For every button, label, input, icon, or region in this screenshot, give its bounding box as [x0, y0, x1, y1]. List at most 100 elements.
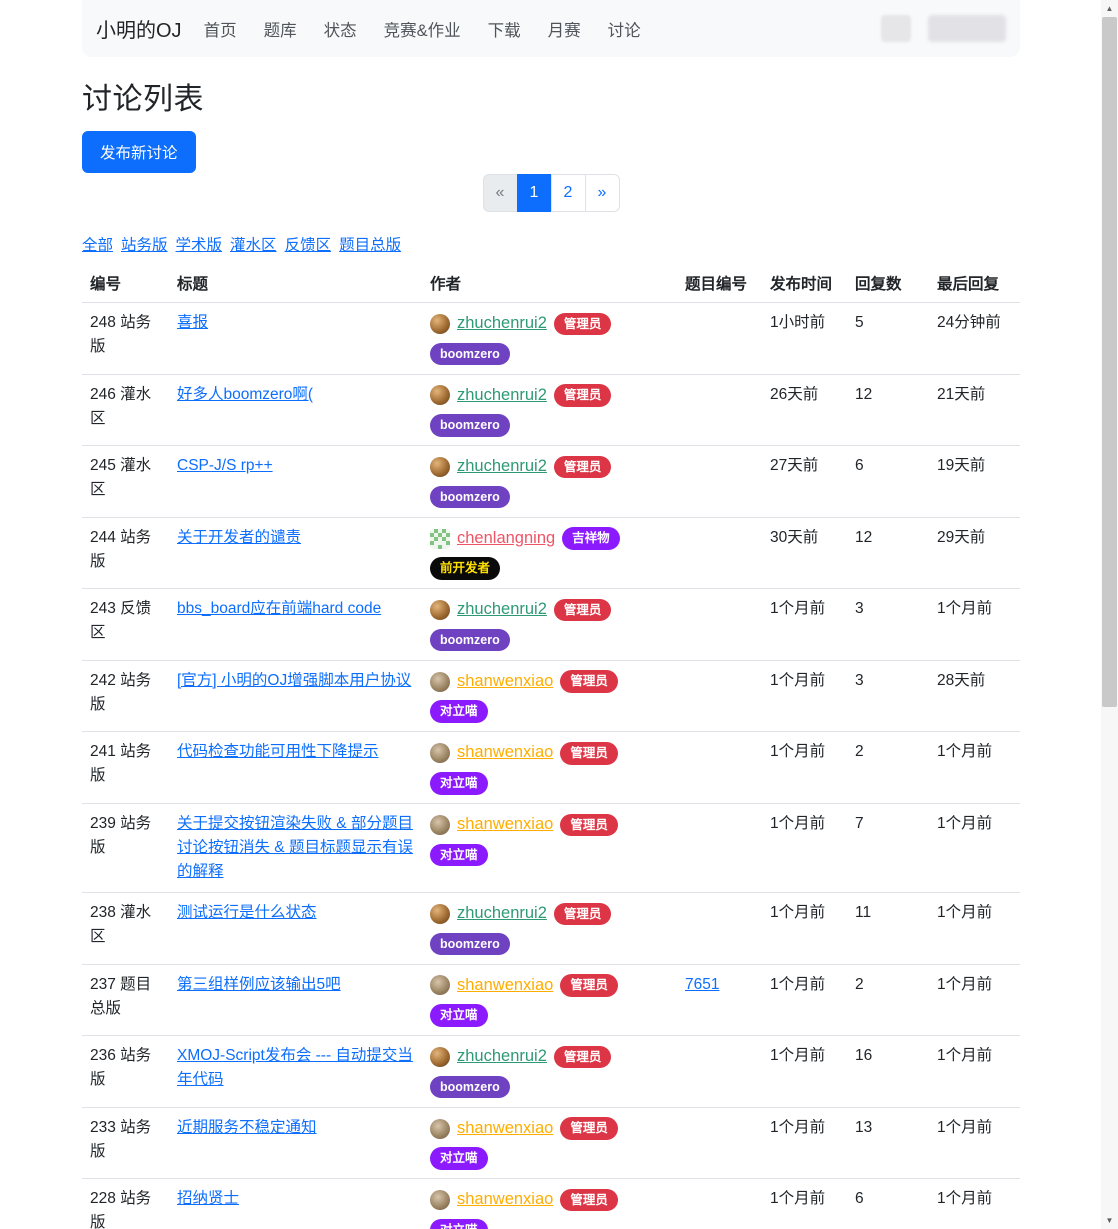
board-filter-link[interactable]: 题目总版: [339, 237, 402, 254]
board-filter-link[interactable]: 灌水区: [230, 237, 277, 254]
role-badge: 管理员: [560, 670, 618, 693]
author-link[interactable]: zhuchenrui2: [457, 314, 547, 332]
nav-item[interactable]: 首页: [203, 21, 237, 40]
cell-id-board: 233 站务版: [82, 1107, 169, 1180]
cell-author: zhuchenrui2 管理员 boomzero: [422, 588, 677, 661]
tag-line: 对立喵: [430, 1218, 669, 1229]
tag-badge: 前开发者: [430, 557, 501, 580]
tag-line: 对立喵: [430, 771, 669, 795]
problem-link[interactable]: 7651: [685, 975, 720, 993]
author-line: zhuchenrui2 管理员: [430, 311, 669, 337]
discussion-title-link[interactable]: [官方] 小明的OJ增强脚本用户协议: [177, 671, 412, 689]
user-avatar: [430, 1047, 450, 1068]
tag-badge: boomzero: [430, 485, 510, 509]
new-discussion-button[interactable]: 发布新讨论: [82, 131, 196, 173]
board-filter-link[interactable]: 学术版: [175, 237, 223, 254]
cell-title: 好多人boomzero啊(: [169, 374, 422, 447]
discussion-title-link[interactable]: 喜报: [177, 314, 209, 331]
discussion-title-link[interactable]: XMOJ-Script发布会 --- 自动提交当年代码: [177, 1047, 413, 1089]
role-badge: 管理员: [553, 312, 612, 336]
tag-line: 前开发者: [430, 556, 669, 580]
nav-item[interactable]: 讨论: [607, 21, 641, 40]
pagination-page-2[interactable]: 2: [550, 174, 586, 212]
discussion-title-link[interactable]: CSP-J/S rp++: [177, 457, 273, 475]
cell-last-reply: 1个月前: [929, 1178, 1020, 1229]
brand-link[interactable]: 小明的OJ: [96, 20, 182, 42]
pagination-next[interactable]: »: [584, 174, 620, 212]
author-link[interactable]: zhuchenrui2: [457, 385, 547, 404]
cell-replies: 16: [847, 1035, 929, 1108]
nav-item[interactable]: 状态: [323, 21, 357, 40]
author-line: chenlangning 吉祥物: [430, 526, 669, 552]
cell-id-board: 236 站务版: [82, 1035, 169, 1108]
cell-last-reply: 1个月前: [929, 1035, 1020, 1108]
author-link[interactable]: zhuchenrui2: [457, 904, 547, 923]
author-link[interactable]: zhuchenrui2: [457, 600, 547, 619]
author-line: zhuchenrui2 管理员: [430, 1044, 669, 1070]
role-badge: 管理员: [553, 1045, 612, 1069]
cell-posted: 1个月前: [762, 964, 847, 1037]
tag-badge: boomzero: [430, 932, 510, 956]
user-avatar: [430, 814, 450, 835]
discussion-title-link[interactable]: 招纳贤士: [177, 1190, 240, 1208]
author-link[interactable]: shanwenxiao: [457, 1118, 554, 1137]
nav-item[interactable]: 题库: [263, 21, 297, 40]
author-link[interactable]: chenlangning: [457, 528, 556, 547]
discussion-title-link[interactable]: bbs_board应在前端hard code: [177, 600, 382, 618]
discussion-title-link[interactable]: 关于提交按钮渲染失败 & 部分题目讨论按钮消失 & 题目标题显示有误的解释: [177, 815, 413, 881]
discussion-title-link[interactable]: 近期服务不稳定通知: [177, 1118, 317, 1136]
board-filter-link[interactable]: 站务版: [121, 237, 168, 254]
author-link[interactable]: shanwenxiao: [457, 743, 554, 762]
author-link[interactable]: shanwenxiao: [457, 671, 554, 690]
cell-problem: [677, 302, 762, 375]
cell-id-board: 244 站务版: [82, 517, 169, 590]
author-link[interactable]: zhuchenrui2: [457, 1047, 547, 1066]
cell-last-reply: 1个月前: [929, 588, 1020, 661]
cell-problem: [677, 445, 762, 518]
scrollbar[interactable]: ▲ ▼: [1101, 0, 1118, 1229]
cell-id-board: 241 站务版: [82, 731, 169, 805]
author-link[interactable]: shanwenxiao: [457, 1190, 554, 1209]
board-filter-link[interactable]: 反馈区: [284, 237, 332, 254]
scrollbar-up-arrow[interactable]: ▲: [1105, 4, 1114, 13]
cell-last-reply: 24分钟前: [929, 302, 1020, 375]
author-link[interactable]: zhuchenrui2: [457, 457, 547, 476]
discussion-title-link[interactable]: 好多人boomzero啊(: [177, 385, 314, 403]
table-row: 248 站务版 喜报 zhuchenrui2 管理员 boomzero 1小时前 5 24分钟…: [82, 302, 1020, 375]
discussion-title-link[interactable]: 代码检查功能可用性下降提示: [177, 743, 379, 761]
discussion-title-link[interactable]: 测试运行是什么状态: [177, 904, 317, 922]
board-filter-link[interactable]: 全部: [82, 237, 114, 254]
nav-item[interactable]: 月赛: [547, 21, 581, 40]
table-row: 246 灌水区 好多人boomzero啊(zhuchenrui2 管理员 boomze…: [82, 374, 1020, 447]
cell-replies: 2: [847, 964, 929, 1037]
discussion-table: 编号 标题 作者 题目编号 发布时间 回复数 最后回复 248 站务版 喜报 zhuchenru…: [82, 264, 1020, 1229]
author-line: zhuchenrui2 管理员: [430, 454, 669, 480]
cell-replies: 6: [847, 1178, 929, 1229]
cell-last-reply: 1个月前: [929, 892, 1020, 965]
nav-item[interactable]: 竞赛&作业: [383, 21, 461, 40]
cell-posted: 1小时前: [762, 302, 847, 375]
tag-badge: boomzero: [430, 628, 510, 652]
scrollbar-thumb[interactable]: [1102, 17, 1117, 707]
table-row: 238 灌水区 测试运行是什么状态 zhuchenrui2 管理员 boomzero 1个…: [82, 892, 1020, 965]
cell-id-board: 238 灌水区: [82, 892, 169, 965]
cell-id-board: 228 站务版: [82, 1178, 169, 1229]
cell-replies: 11: [847, 892, 929, 965]
author-link[interactable]: shanwenxiao: [457, 975, 554, 994]
nav-item[interactable]: 下载: [487, 21, 521, 40]
discussion-title-link[interactable]: 第三组样例应该输出5吧: [177, 975, 341, 993]
page-title: 讨论列表: [82, 83, 204, 116]
author-link[interactable]: shanwenxiao: [457, 815, 554, 834]
discussion-title-link[interactable]: 关于开发者的谴责: [177, 528, 302, 546]
cell-title: 招纳贤士: [169, 1178, 422, 1229]
username-redacted[interactable]: [928, 15, 1006, 42]
cell-problem: [677, 588, 762, 661]
pagination-page-1[interactable]: 1: [516, 174, 552, 212]
user-avatar-redacted[interactable]: [881, 15, 911, 42]
cell-problem: [677, 517, 762, 590]
table-row: 241 站务版 代码检查功能可用性下降提示 shanwenxiao 管理员 对立喵 1个月…: [82, 731, 1020, 805]
scrollbar-down-arrow[interactable]: ▼: [1105, 1216, 1114, 1225]
user-avatar: [430, 671, 450, 692]
user-avatar: [430, 975, 450, 996]
cell-title: bbs_board应在前端hard code: [169, 588, 422, 661]
